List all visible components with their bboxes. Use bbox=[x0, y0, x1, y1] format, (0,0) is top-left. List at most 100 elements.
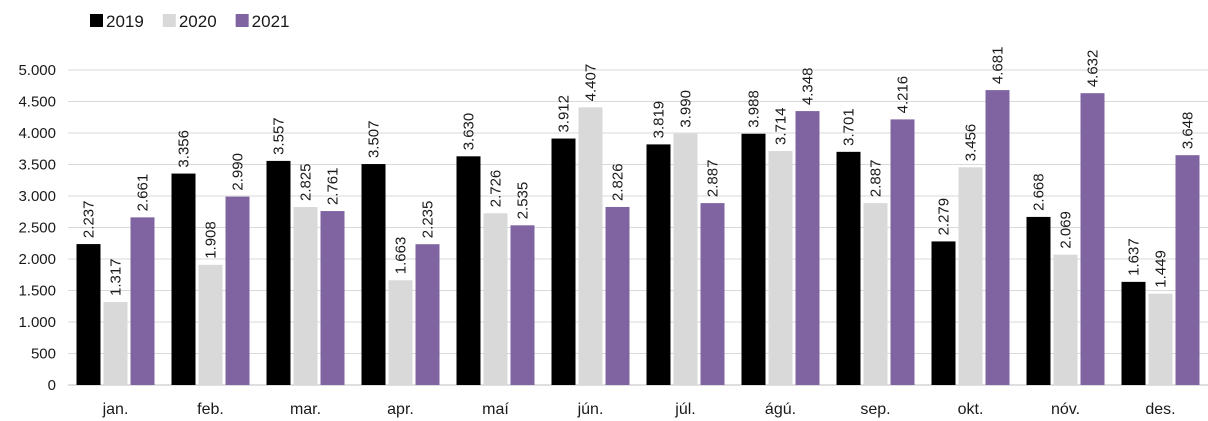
bar bbox=[320, 211, 345, 385]
data-label: 2.279 bbox=[936, 198, 953, 236]
data-label: 2.237 bbox=[81, 201, 98, 239]
y-tick-label: 2.000 bbox=[18, 251, 56, 268]
bars bbox=[76, 90, 1200, 386]
bar bbox=[388, 280, 413, 385]
legend-swatch bbox=[235, 14, 249, 27]
bar bbox=[171, 173, 196, 385]
bar bbox=[795, 111, 820, 386]
bar bbox=[483, 213, 508, 385]
data-label: 2.726 bbox=[488, 170, 505, 208]
x-category-label: ágú. bbox=[765, 401, 796, 418]
data-label: 3.990 bbox=[678, 90, 695, 128]
bar bbox=[1148, 293, 1173, 385]
data-label: 3.701 bbox=[841, 108, 858, 146]
bar bbox=[225, 196, 250, 385]
bar bbox=[1121, 281, 1146, 385]
data-label: 3.630 bbox=[461, 113, 478, 151]
legend: 2019 2020 2021 bbox=[90, 12, 289, 31]
bar bbox=[931, 241, 956, 385]
bar bbox=[456, 156, 481, 385]
bar bbox=[361, 164, 386, 385]
data-label: 1.637 bbox=[1126, 238, 1143, 276]
bar bbox=[605, 206, 630, 385]
y-tick-label: 4.000 bbox=[18, 125, 56, 142]
data-label: 1.449 bbox=[1153, 250, 1170, 288]
y-tick-label: 2.500 bbox=[18, 220, 56, 237]
legend-swatch bbox=[90, 14, 103, 27]
data-label: 4.681 bbox=[990, 47, 1007, 85]
bar bbox=[1026, 216, 1051, 385]
x-category-label: sep. bbox=[860, 401, 890, 418]
data-label: 2.887 bbox=[705, 160, 722, 198]
bar bbox=[578, 107, 603, 385]
data-label: 3.456 bbox=[963, 124, 980, 162]
y-tick-label: 1.000 bbox=[18, 314, 56, 331]
data-label: 3.714 bbox=[773, 107, 790, 145]
data-label: 2.235 bbox=[420, 201, 437, 239]
bar bbox=[741, 133, 766, 385]
data-label: 3.819 bbox=[651, 101, 668, 139]
x-category-label: maí bbox=[482, 401, 509, 418]
bar bbox=[510, 225, 535, 385]
data-label: 4.632 bbox=[1085, 50, 1102, 88]
bar bbox=[1175, 155, 1200, 385]
y-tick-label: 500 bbox=[31, 346, 56, 363]
bar bbox=[1080, 93, 1105, 386]
x-axis-categories: jan. feb. mar. apr. maí jún. júl. ágú. sep. okt. n… bbox=[102, 401, 1176, 418]
x-category-label: mar. bbox=[290, 401, 321, 418]
data-label: 3.507 bbox=[366, 121, 383, 159]
bar bbox=[103, 302, 128, 385]
y-tick-label: 3.500 bbox=[18, 157, 56, 174]
bar bbox=[76, 244, 101, 385]
y-tick-label: 4.500 bbox=[18, 94, 56, 111]
legend-label: 2019 bbox=[106, 12, 144, 31]
bar bbox=[985, 90, 1010, 386]
bar bbox=[673, 133, 698, 385]
data-label: 3.356 bbox=[176, 130, 193, 168]
bar bbox=[198, 264, 223, 385]
bar bbox=[646, 144, 671, 385]
data-label: 2.661 bbox=[135, 174, 152, 212]
bar bbox=[266, 160, 291, 385]
bar bbox=[700, 203, 725, 385]
data-labels: 2.237 1.317 2.661 3.356 1.908 2.990 3.557 2.825… bbox=[81, 47, 1197, 296]
bar bbox=[863, 203, 888, 385]
data-label: 3.988 bbox=[746, 90, 763, 128]
x-category-label: jan. bbox=[102, 401, 129, 418]
data-label: 2.990 bbox=[230, 153, 247, 191]
bar bbox=[836, 151, 861, 385]
bar bbox=[293, 207, 318, 385]
data-label: 4.348 bbox=[800, 68, 817, 106]
x-category-label: okt. bbox=[958, 401, 984, 418]
y-tick-label: 5.000 bbox=[18, 62, 56, 79]
data-label: 2.668 bbox=[1031, 173, 1048, 211]
bar bbox=[415, 244, 440, 385]
data-label: 3.912 bbox=[556, 95, 573, 133]
y-tick-label: 0 bbox=[48, 377, 56, 394]
data-label: 3.557 bbox=[271, 117, 288, 155]
data-label: 2.069 bbox=[1058, 211, 1075, 249]
x-category-label: apr. bbox=[387, 401, 414, 418]
x-category-label: nóv. bbox=[1051, 401, 1080, 418]
data-label: 2.825 bbox=[298, 163, 315, 201]
x-category-label: jún. bbox=[577, 401, 604, 418]
x-category-label: des. bbox=[1145, 401, 1175, 418]
bar bbox=[1053, 254, 1078, 385]
data-label: 2.761 bbox=[325, 168, 342, 206]
y-axis-ticks: 0 500 1.000 1.500 2.000 2.500 3.000 3.500 4.000 4… bbox=[18, 62, 56, 394]
x-category-label: júl. bbox=[674, 401, 695, 418]
bar bbox=[551, 138, 576, 385]
legend-swatch bbox=[162, 14, 176, 27]
data-label: 4.407 bbox=[583, 64, 600, 102]
x-category-label: feb. bbox=[197, 401, 224, 418]
y-tick-label: 3.000 bbox=[18, 188, 56, 205]
data-label: 2.826 bbox=[610, 163, 627, 201]
data-label: 3.648 bbox=[1180, 112, 1197, 150]
data-label: 1.908 bbox=[203, 221, 220, 259]
data-label: 1.663 bbox=[393, 237, 410, 275]
bar bbox=[130, 217, 155, 385]
data-label: 1.317 bbox=[108, 258, 125, 296]
bar bbox=[768, 151, 793, 385]
gridlines bbox=[68, 69, 1208, 386]
